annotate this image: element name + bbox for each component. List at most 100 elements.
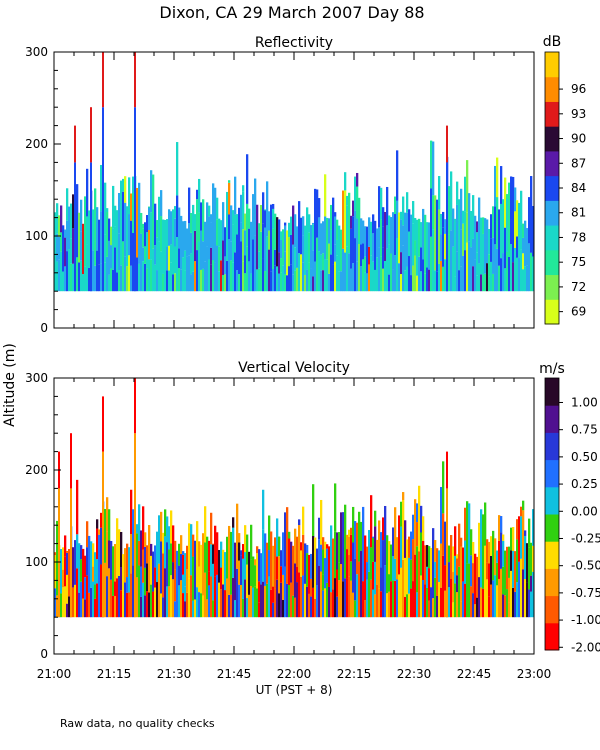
echo-column-segment: [310, 268, 313, 292]
echo-column-segment: [100, 263, 103, 292]
reflectivity-data-field: [54, 52, 535, 292]
echo-column-segment: [274, 213, 277, 250]
echo-column-segment: [464, 250, 467, 292]
echo-column-segment: [392, 212, 395, 270]
echo-column-segment: [118, 193, 121, 234]
echo-column-segment: [338, 225, 341, 272]
echo-column-segment: [488, 563, 491, 597]
echo-column-segment: [168, 209, 171, 246]
echo-column-segment: [474, 604, 477, 618]
echo-column-segment: [100, 512, 103, 528]
echo-column-segment: [324, 541, 327, 559]
echo-column-segment: [426, 566, 429, 588]
echo-column-segment: [340, 512, 343, 565]
echo-column-segment: [378, 520, 381, 589]
echo-column-segment: [486, 263, 489, 292]
echo-column-segment: [256, 546, 259, 554]
echo-column-segment: [416, 592, 419, 618]
echo-column-segment: [238, 560, 241, 585]
echo-column-segment: [352, 200, 355, 217]
echo-column-segment: [330, 229, 333, 255]
echo-column-segment: [472, 542, 475, 564]
echo-column-segment: [182, 554, 185, 575]
echo-column-segment: [398, 574, 401, 618]
echo-column-segment: [182, 593, 185, 618]
echo-column-segment: [190, 524, 193, 576]
echo-column-segment: [244, 230, 247, 256]
echo-column-segment: [160, 251, 163, 292]
echo-column-segment: [264, 271, 267, 292]
echo-column-segment: [80, 581, 83, 618]
echo-column-segment: [326, 582, 329, 618]
echo-column-segment: [250, 221, 253, 274]
echo-column-segment: [250, 524, 253, 560]
echo-column-segment: [308, 214, 311, 233]
echo-column-segment: [230, 241, 233, 261]
echo-column-segment: [522, 253, 525, 270]
echo-column-segment: [376, 539, 379, 585]
echo-column-segment: [442, 555, 445, 618]
echo-column-segment: [390, 544, 393, 582]
echo-column-segment: [90, 587, 93, 618]
x-tick-label: 21:45: [217, 667, 252, 681]
echo-column-segment: [444, 565, 447, 591]
echo-column-segment: [160, 190, 163, 217]
echo-column-segment: [312, 224, 315, 251]
echo-column-segment: [314, 557, 317, 599]
colorbar-swatch: [545, 225, 559, 251]
echo-column-segment: [382, 268, 385, 292]
echo-column-segment: [186, 256, 189, 292]
echo-column-segment: [354, 176, 357, 211]
echo-column-segment: [230, 531, 233, 595]
echo-column-segment: [120, 531, 123, 567]
echo-column-segment: [484, 572, 487, 618]
echo-column-segment: [216, 532, 219, 575]
echo-column-segment: [470, 247, 473, 292]
echo-column-segment: [350, 268, 353, 292]
echo-column-segment: [232, 262, 235, 292]
velocity-y-axis: 0 100 200 300: [25, 371, 61, 661]
echo-column-segment: [418, 485, 421, 552]
echo-column-segment: [246, 564, 249, 599]
echo-column-segment: [384, 505, 387, 566]
echo-column-segment: [436, 271, 439, 292]
echo-column-segment: [112, 546, 115, 596]
echo-column-segment: [202, 533, 205, 596]
echo-column-segment: [124, 176, 127, 203]
echo-column-segment: [232, 517, 235, 528]
echo-column-segment: [348, 253, 351, 292]
echo-column-segment: [496, 157, 499, 198]
echo-column-segment: [356, 522, 359, 575]
echo-column-segment: [132, 192, 135, 233]
echo-column-segment: [412, 265, 415, 292]
echo-column-segment: [160, 216, 163, 252]
echo-column-segment: [358, 244, 361, 292]
echo-column-segment: [486, 539, 489, 563]
echo-column-segment: [166, 542, 169, 587]
echo-column-segment: [312, 484, 315, 536]
echo-column-segment: [196, 521, 199, 588]
echo-column-segment: [224, 227, 227, 257]
echo-column-segment: [416, 522, 419, 547]
echo-column-segment: [326, 217, 329, 260]
plume-core: [134, 433, 136, 618]
echo-column-segment: [362, 243, 365, 260]
echo-column-segment: [212, 600, 215, 618]
echo-column-segment: [234, 600, 237, 618]
echo-column-segment: [184, 586, 187, 602]
echo-column-segment: [322, 253, 325, 271]
echo-column-segment: [508, 577, 511, 603]
echo-column-segment: [270, 531, 273, 590]
velocity-panel-title: Vertical Velocity: [238, 360, 350, 376]
echo-column-segment: [208, 205, 211, 217]
echo-column-segment: [142, 261, 145, 292]
echo-column-segment: [470, 210, 473, 248]
echo-column-segment: [184, 559, 187, 587]
colorbar-tick-label: 84: [571, 181, 586, 195]
echo-column-segment: [498, 578, 501, 618]
echo-column-segment: [520, 506, 523, 517]
echo-column-segment: [484, 273, 487, 292]
echo-column-segment: [278, 536, 281, 557]
echo-column-segment: [388, 574, 391, 592]
echo-column-segment: [302, 575, 305, 618]
